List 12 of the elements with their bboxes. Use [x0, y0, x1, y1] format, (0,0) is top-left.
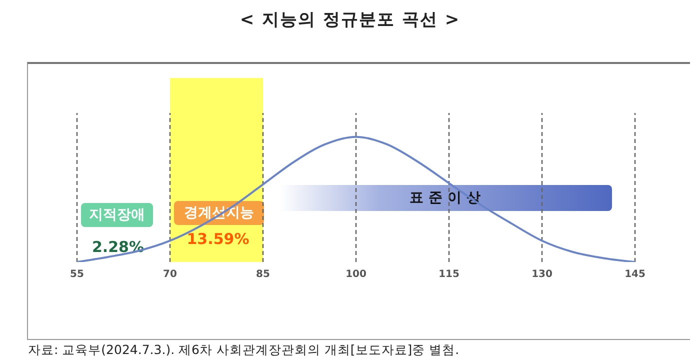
x-tick-label: 130 — [532, 269, 552, 280]
x-tick-label: 145 — [624, 269, 646, 280]
x-tick-label: 70 — [163, 269, 177, 280]
x-tick-label: 115 — [438, 269, 460, 280]
x-tick-label: 100 — [346, 269, 366, 280]
x-tick-label: 55 — [70, 269, 84, 280]
text: 자료: 교육부(2024.7.3.). 제6차 사회관계장관회의 개최[보도자료]중 별첨. — [28, 342, 460, 358]
chart-title: < 지능의 정규분포 곡선 > — [238, 9, 462, 31]
annotation: 13.59% — [186, 230, 250, 248]
annotation: 지적장애 — [89, 206, 145, 224]
annotation: 2.28% — [92, 238, 144, 256]
x-tick-label: 85 — [256, 269, 270, 280]
